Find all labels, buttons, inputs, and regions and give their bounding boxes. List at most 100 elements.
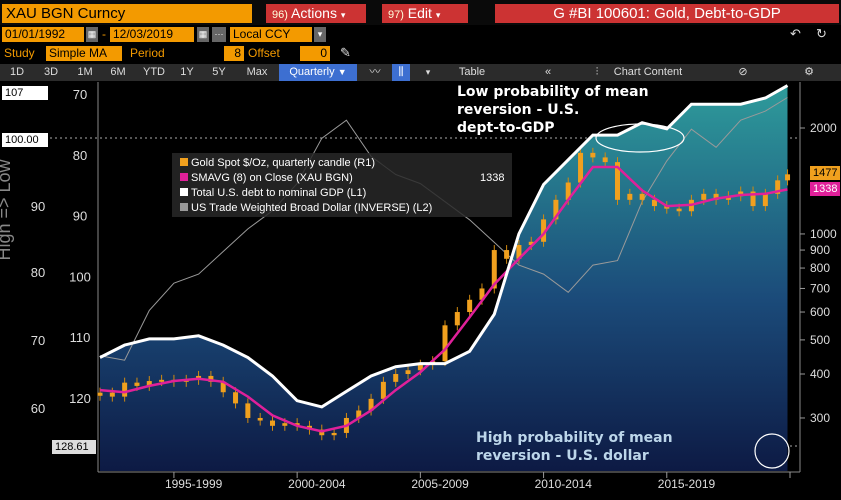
usd-swatch <box>180 203 188 211</box>
undo-icon[interactable]: ↶ <box>790 26 801 41</box>
gold-candle <box>528 241 534 246</box>
gold-candle <box>713 193 719 200</box>
left-axis-2-tick-60: 60 <box>31 401 45 416</box>
annotation-bottom-line-1: High probability of mean <box>476 430 673 446</box>
chevron-down-icon[interactable]: ▾ <box>425 67 431 77</box>
edit-chart-icon[interactable]: ⊘ <box>738 66 748 78</box>
range-5y[interactable]: 5Y <box>212 66 226 78</box>
edit-menu-button[interactable]: 97) Edit ▾ <box>382 4 468 23</box>
gold-candle <box>109 392 115 397</box>
ma-swatch <box>180 173 188 181</box>
range-1m[interactable]: 1M <box>77 66 93 78</box>
gold-swatch <box>180 158 188 166</box>
legend-item-gold: Gold Spot $/Oz, quarterly candle (R1) <box>180 157 375 169</box>
legend-item-ma: SMAVG (8) on Close (XAU BGN) <box>180 172 353 184</box>
tag-left-bottom: 128.61 <box>52 440 96 454</box>
currency-select[interactable]: Local CCY <box>230 27 312 42</box>
range-1y[interactable]: 1Y <box>180 66 194 78</box>
range-6m[interactable]: 6M <box>110 66 126 78</box>
gold-candle <box>578 152 584 183</box>
gold-candle <box>331 432 337 436</box>
x-axis-tick-4: 2015-2019 <box>658 477 716 491</box>
right-axis-tick-800: 800 <box>810 261 830 275</box>
chart-content-icon[interactable]: ⫶ <box>595 66 599 78</box>
offset-input[interactable]: 0 <box>300 46 330 61</box>
legend-value-ma: 1338 <box>480 172 505 184</box>
calendar-icon[interactable]: ▦ <box>197 27 209 42</box>
right-axis-tick-500: 500 <box>810 333 830 347</box>
gold-candle <box>257 417 263 421</box>
actions-menu-button[interactable]: 96) Actions ▾ <box>266 4 366 23</box>
gold-candle <box>356 410 362 418</box>
chevron-down-icon[interactable]: ▾ <box>314 27 326 42</box>
legend-label-usd: US Trade Weighted Broad Dollar (INVERSE)… <box>191 202 433 214</box>
study-select[interactable]: Simple MA <box>46 46 122 61</box>
start-date-field[interactable]: 01/01/1992 <box>2 27 84 42</box>
table-button[interactable]: Table <box>458 66 486 78</box>
right-axis-tick-1000: 1000 <box>810 227 837 241</box>
plot-area: 70 80 90 100 110 120 60 70 80 90 2000 1000 900 800 700… <box>31 82 837 491</box>
more-icon[interactable]: ··· <box>212 27 226 42</box>
gold-candle <box>368 398 374 411</box>
chart-toolbar: 1D 3D 1M 6M YTD 1Y 5Y Max Quarterly ▼ 〰 … <box>0 64 841 81</box>
chevron-down-icon: ▾ <box>340 10 346 20</box>
date-range-row: 01/01/1992 ▦ - 12/03/2019 ▦ ··· Local CC… <box>0 26 841 44</box>
graph-title: G #BI 100601: Gold, Debt-to-GDP <box>495 4 839 23</box>
period-input[interactable]: 8 <box>224 46 244 61</box>
tag-right-gold: 1477 <box>810 166 840 180</box>
annotation-bottom-line-2: reversion - U.S. dollar <box>476 448 649 464</box>
gold-candle <box>639 193 645 200</box>
frequency-select[interactable]: Quarterly ▼ <box>279 64 357 81</box>
gold-candle <box>701 193 707 200</box>
annotation-bottom: High probability of mean reversion - U.S… <box>476 429 673 465</box>
right-axis-tick-400: 400 <box>810 367 830 381</box>
gold-candle <box>270 420 275 426</box>
legend-label-debt: Total U.S. debt to nominal GDP (L1) <box>191 187 367 199</box>
debt-swatch <box>180 188 188 196</box>
ticker-field[interactable]: XAU BGN Curncy <box>2 4 252 23</box>
range-max[interactable]: Max <box>246 66 268 78</box>
annotation-top: Low probability of mean reversion - U.S.… <box>457 83 649 137</box>
offset-label: Offset <box>248 46 280 60</box>
tag-left-mid: 100.00 <box>2 133 48 147</box>
legend-label-ma: SMAVG (8) on Close (XAU BGN) <box>191 172 353 184</box>
legend-item-debt: Total U.S. debt to nominal GDP (L1) <box>180 187 366 199</box>
left-axis-1-tick-80: 80 <box>73 148 87 163</box>
frequency-label: Quarterly <box>289 66 335 78</box>
gold-candle <box>762 193 768 207</box>
annotation-top-line-2: reversion - U.S. <box>457 102 580 118</box>
end-date-field[interactable]: 12/03/2019 <box>110 27 194 42</box>
gold-candle <box>97 392 103 396</box>
date-separator: - <box>102 27 106 41</box>
gold-candle <box>565 182 571 200</box>
range-1d[interactable]: 1D <box>9 66 25 78</box>
gold-candle <box>380 381 386 399</box>
gold-candle <box>405 370 411 374</box>
gold-candle <box>122 382 128 397</box>
gold-candle <box>651 199 657 207</box>
collapse-icon[interactable]: « <box>544 66 552 78</box>
gear-icon[interactable]: ⚙ <box>804 66 814 78</box>
gold-candle <box>541 219 547 242</box>
x-axis-tick-0: 1995-1999 <box>165 477 223 491</box>
x-axis-tick-2: 2005-2009 <box>411 477 469 491</box>
right-axis-tick-600: 600 <box>810 305 830 319</box>
edit-label: Edit <box>407 5 432 21</box>
right-axis-tick-900: 900 <box>810 243 830 257</box>
x-axis-tick-3: 2010-2014 <box>535 477 593 491</box>
gold-candle <box>233 392 239 404</box>
gold-candle <box>454 312 460 326</box>
left-axis-1-tick-70: 70 <box>73 87 87 102</box>
right-axis-tick-300: 300 <box>810 411 830 425</box>
gold-candle <box>159 379 165 382</box>
pen-icon[interactable]: ✎ <box>340 45 351 60</box>
calendar-icon[interactable]: ▦ <box>86 27 98 42</box>
bar-chart-icon[interactable]: ⫼ <box>392 64 410 81</box>
chart-content-button[interactable]: Chart Content <box>613 66 683 78</box>
line-chart-icon[interactable]: 〰 <box>369 66 381 78</box>
refresh-icon[interactable]: ↻ <box>816 26 827 41</box>
range-ytd[interactable]: YTD <box>143 66 165 78</box>
gold-candle <box>220 381 226 393</box>
range-3d[interactable]: 3D <box>43 66 59 78</box>
gold-candle <box>393 374 399 382</box>
